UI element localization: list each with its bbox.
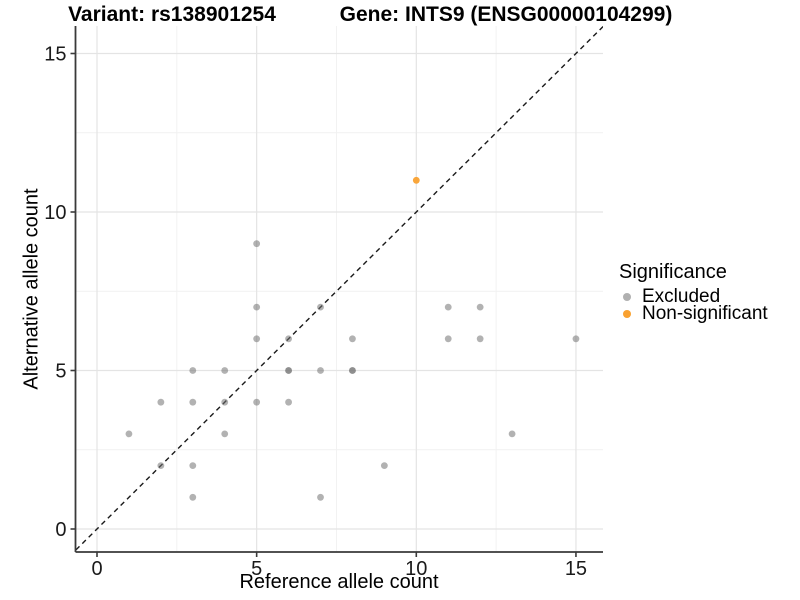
y-tick-label: 15 xyxy=(44,44,66,66)
legend-item-label: Non-significant xyxy=(642,302,768,324)
data-point-excluded xyxy=(157,398,165,406)
data-point-excluded xyxy=(253,303,261,311)
data-point-excluded xyxy=(349,367,356,374)
data-point-excluded xyxy=(221,398,229,406)
data-point-excluded xyxy=(189,493,197,501)
data-point-excluded xyxy=(317,367,324,374)
gene-title: Gene: INTS9 (ENSG00000104299) xyxy=(339,3,673,26)
x-tick-label: 10 xyxy=(405,558,427,580)
minor-gridlines xyxy=(75,26,603,552)
data-point-excluded xyxy=(444,335,452,343)
legend-item-non-significant: Non-significant xyxy=(619,302,768,324)
identity-line xyxy=(75,26,603,551)
legend-item-excluded: Excluded xyxy=(619,285,768,307)
y-tick-label: 5 xyxy=(55,361,66,383)
data-point-excluded xyxy=(572,335,580,343)
y-axis-title: Alternative allele count xyxy=(20,188,43,390)
data-point-excluded xyxy=(317,303,324,311)
data-point-excluded xyxy=(189,367,197,374)
data-point-excluded xyxy=(285,335,292,343)
data-point-excluded xyxy=(157,462,165,469)
data-point-excluded xyxy=(253,335,261,343)
tick-labels: 0 5 10 15 0 5 10 15 xyxy=(44,44,587,581)
variant-title: Variant: rs138901254 xyxy=(68,3,276,26)
data-point-excluded xyxy=(125,430,133,438)
x-tick-label: 15 xyxy=(565,558,587,580)
legend-title: Significance xyxy=(619,261,727,283)
non-significant-dot-icon xyxy=(623,309,631,318)
data-point-excluded xyxy=(349,335,356,343)
legend: Significance Excluded Non-significant xyxy=(619,261,768,324)
tick-marks xyxy=(70,52,577,557)
major-gridlines xyxy=(75,26,603,552)
data-point-excluded xyxy=(221,430,229,438)
data-point-excluded xyxy=(508,430,516,438)
x-axis-title: Reference allele count xyxy=(239,571,439,593)
data-point-non-significant xyxy=(412,176,420,184)
data-point-excluded xyxy=(189,398,197,406)
legend-item-label: Excluded xyxy=(642,285,721,307)
y-tick-label: 0 xyxy=(55,519,66,541)
excluded-dot-icon xyxy=(623,292,631,301)
data-point-excluded xyxy=(189,462,197,469)
x-tick-label: 5 xyxy=(251,558,262,580)
data-points xyxy=(125,176,580,501)
data-point-excluded xyxy=(380,462,388,469)
y-tick-label: 10 xyxy=(44,202,66,224)
axis-lines xyxy=(74,26,603,553)
data-point-excluded xyxy=(253,240,261,248)
x-tick-label: 0 xyxy=(91,558,102,580)
data-point-excluded xyxy=(444,303,452,311)
data-point-excluded xyxy=(221,367,229,374)
data-point-excluded xyxy=(476,303,484,311)
data-point-excluded xyxy=(476,335,484,343)
data-point-excluded xyxy=(285,398,292,406)
data-point-excluded xyxy=(317,493,324,501)
data-point-excluded xyxy=(285,367,292,374)
data-point-excluded xyxy=(253,398,261,406)
